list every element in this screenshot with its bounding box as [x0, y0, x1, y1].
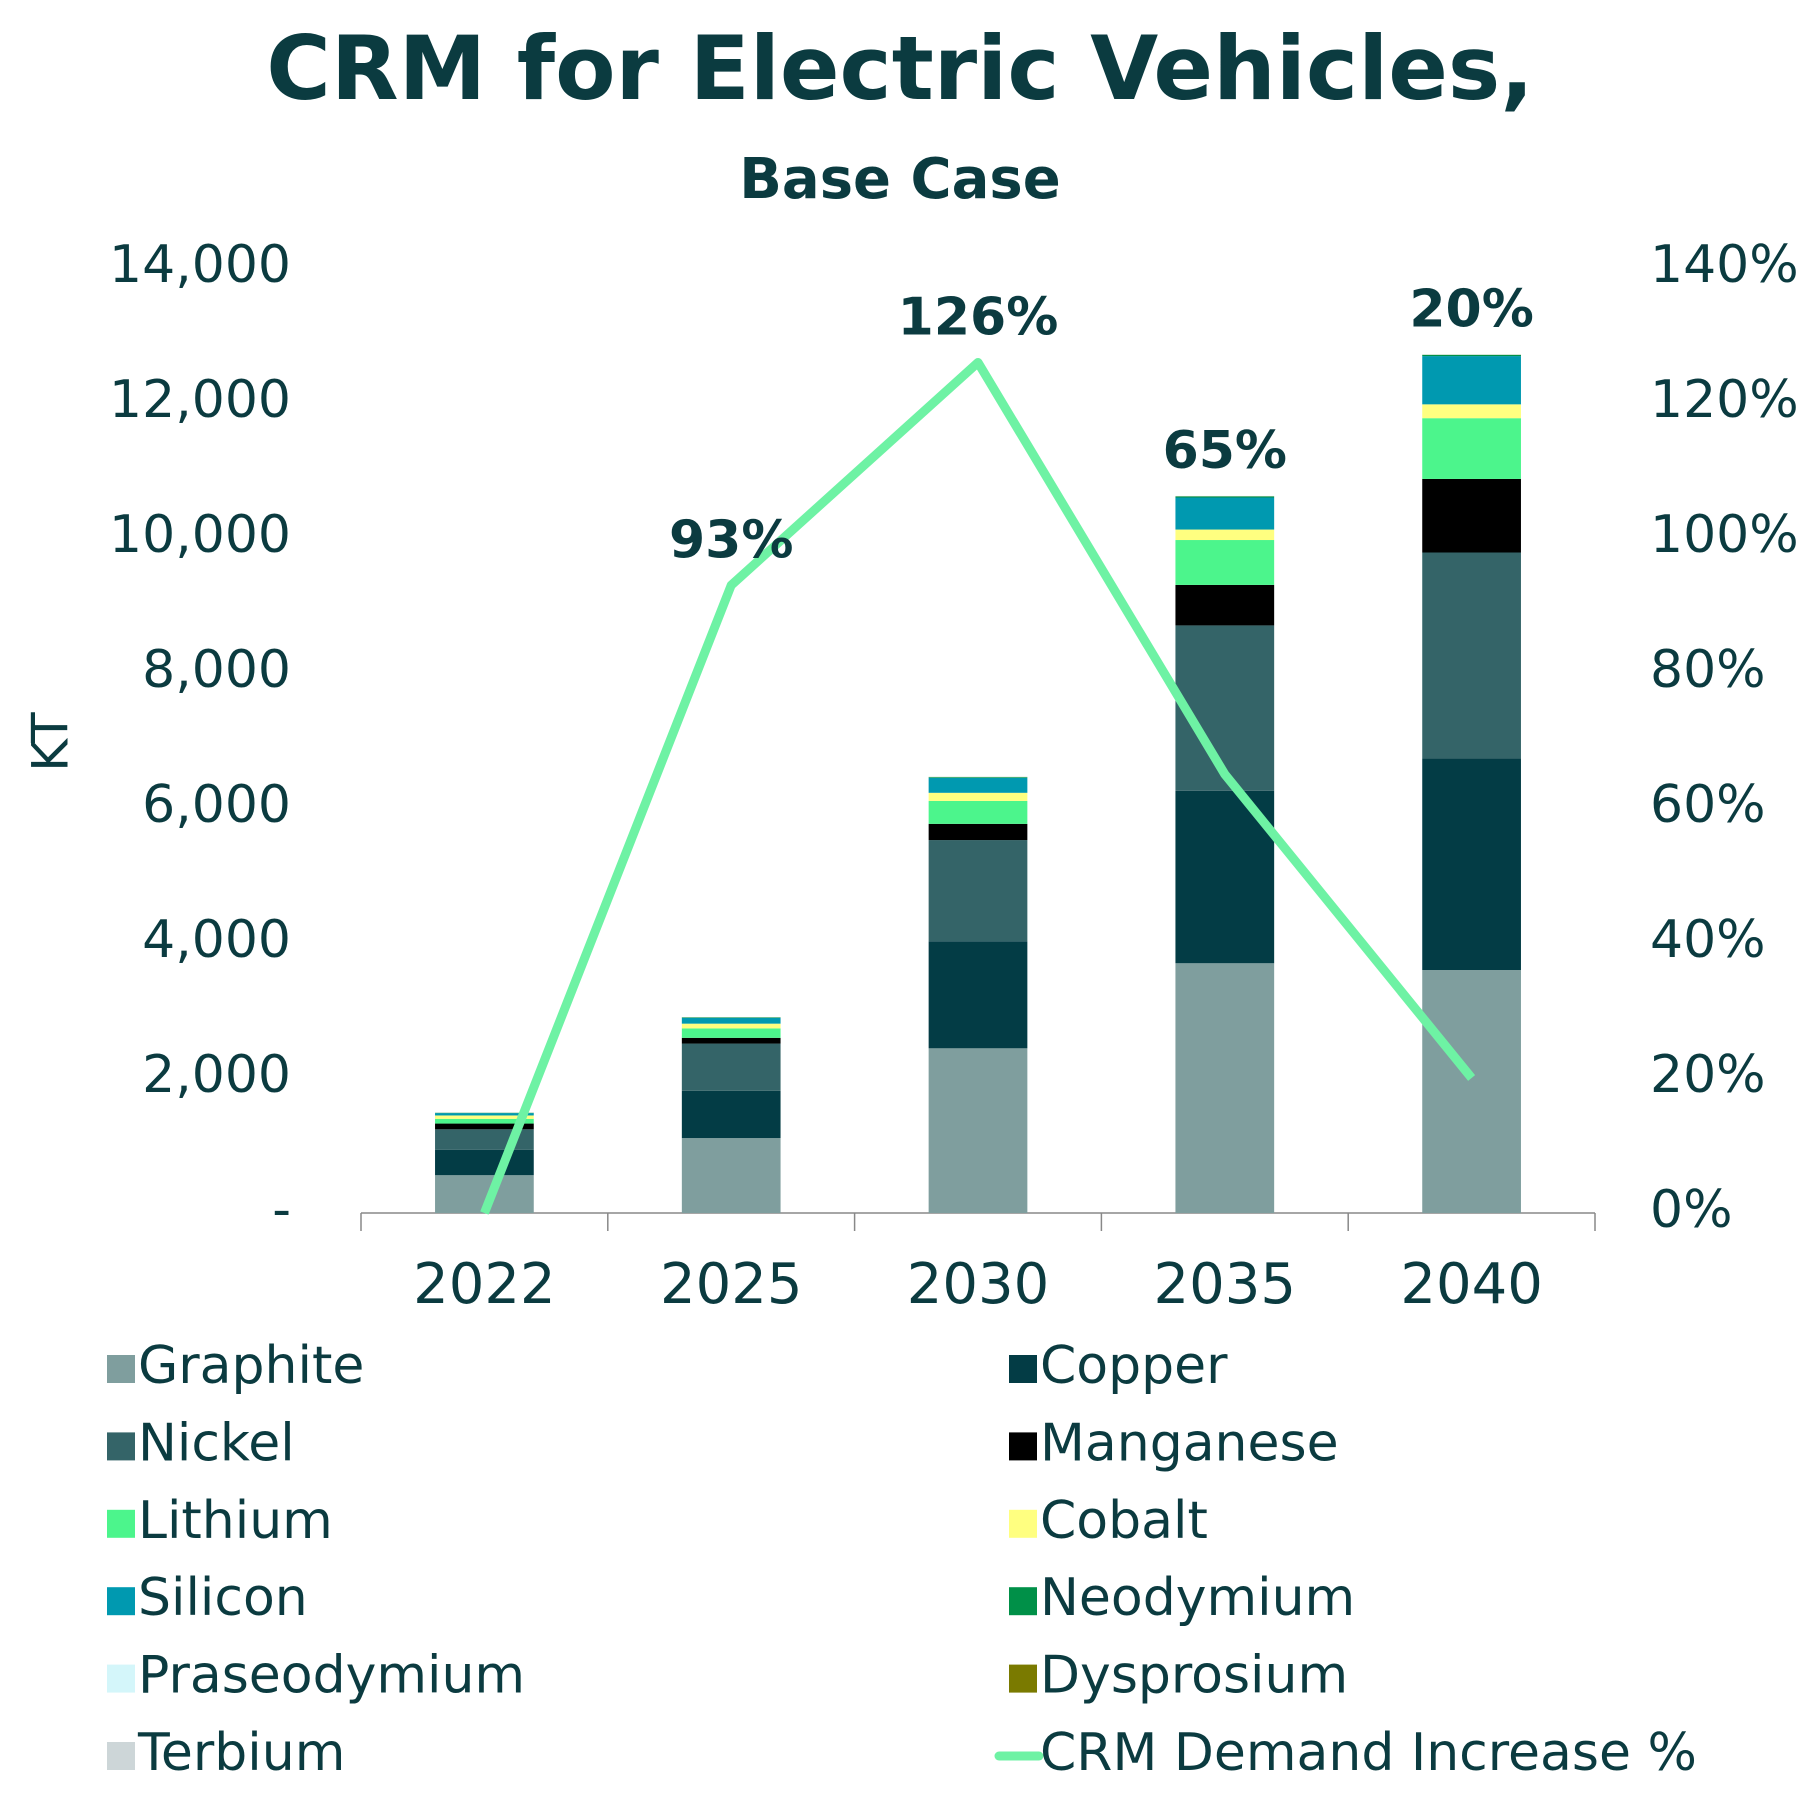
bar-segment	[1422, 970, 1521, 1213]
y-tick-label: 14,000	[109, 235, 291, 295]
bar-segment	[435, 1123, 534, 1130]
legend-swatch	[107, 1509, 135, 1538]
y-tick-label: 10,000	[109, 505, 291, 565]
bar-segment	[681, 1028, 781, 1038]
bar-segment	[681, 1138, 781, 1213]
bar-segment	[1175, 540, 1275, 585]
bar-segment	[928, 1048, 1028, 1213]
legend-swatch	[1009, 1509, 1037, 1538]
y2-tick-label: 20%	[1650, 1045, 1766, 1105]
data-label: 93%	[669, 510, 793, 570]
legend-label: Copper	[1040, 1336, 1228, 1396]
y2-tick-label: 120%	[1650, 370, 1799, 430]
bar-segment	[1175, 963, 1275, 1213]
y-tick-label: 4,000	[142, 910, 291, 970]
bar-segment	[435, 1113, 534, 1116]
bar-segment	[1422, 418, 1521, 479]
bar-segment	[1422, 552, 1521, 759]
bar-segment	[928, 800, 1028, 824]
x-tick-label: 2035	[1154, 1252, 1297, 1317]
legend-swatch	[107, 1355, 135, 1383]
legend-label: Manganese	[1040, 1413, 1339, 1473]
legend-swatch	[1009, 1587, 1037, 1616]
bar-segment	[1175, 584, 1275, 626]
y-tick-label: 2,000	[142, 1045, 291, 1105]
bar-segment	[1422, 356, 1521, 405]
bar-segment	[1175, 497, 1275, 530]
bar-segment	[928, 777, 1028, 793]
bar-segment	[435, 1118, 534, 1124]
legend-label: Lithium	[138, 1491, 333, 1551]
legend-label: Cobalt	[1040, 1491, 1208, 1551]
y-tick-label: -	[272, 1180, 291, 1240]
bar-segment	[681, 1017, 781, 1018]
legend-swatch	[1009, 1664, 1037, 1693]
bar-segment	[928, 840, 1028, 942]
y2-tick-label: 100%	[1650, 505, 1799, 565]
bar-segment	[1422, 354, 1521, 357]
bar-segment	[681, 1037, 781, 1044]
y2-tick-label: 80%	[1650, 640, 1766, 700]
x-tick-label: 2030	[907, 1252, 1050, 1317]
legend-swatch	[107, 1432, 135, 1461]
bar-segment	[1175, 625, 1275, 791]
legend-label: Graphite	[138, 1336, 364, 1396]
bar-segment	[435, 1115, 534, 1119]
x-tick-label: 2022	[413, 1252, 556, 1317]
bar-segment	[928, 777, 1028, 778]
legend-label: Neodymium	[1040, 1568, 1355, 1628]
y-axis-label: KT	[22, 712, 80, 772]
bar-segment	[928, 792, 1028, 801]
line-series	[480, 358, 1476, 1215]
legend-label: Terbium	[137, 1723, 345, 1783]
legend-swatch	[1009, 1432, 1037, 1461]
data-label: 126%	[898, 288, 1059, 348]
legend-label: Nickel	[138, 1413, 295, 1473]
y2-tick-label: 0%	[1650, 1180, 1733, 1240]
bar-segment	[1175, 529, 1275, 541]
y2-tick-label: 60%	[1650, 775, 1766, 835]
legend-swatch	[107, 1664, 135, 1693]
bar-segment	[681, 1017, 781, 1024]
legend-label: Silicon	[138, 1568, 308, 1628]
legend-label: Dysprosium	[1040, 1646, 1348, 1706]
legend-label: Praseodymium	[138, 1646, 525, 1706]
legend-label: CRM Demand Increase %	[1040, 1723, 1697, 1783]
y-tick-label: 12,000	[109, 370, 291, 430]
bar-segment	[928, 823, 1028, 841]
bar-segment	[1175, 496, 1275, 498]
legend-swatch	[107, 1587, 135, 1616]
bar-segment	[928, 941, 1028, 1049]
bar-segment	[681, 1090, 781, 1139]
bar-segment	[1422, 404, 1521, 419]
y2-tick-label: 140%	[1650, 235, 1799, 295]
chart-subtitle: Base Case	[739, 147, 1060, 212]
y-tick-label: 8,000	[142, 640, 291, 700]
legend-swatch	[107, 1742, 135, 1770]
chart-title: CRM for Electric Vehicles,	[266, 17, 1534, 120]
x-tick-label: 2040	[1400, 1252, 1543, 1317]
legend-swatch	[1009, 1355, 1037, 1383]
x-tick-label: 2025	[660, 1252, 803, 1317]
data-label: 20%	[1409, 279, 1533, 339]
bar-segment	[681, 1043, 781, 1091]
y2-tick-label: 40%	[1650, 910, 1766, 970]
data-label: 65%	[1163, 421, 1287, 481]
bar-segment	[1422, 758, 1521, 970]
y-tick-label: 6,000	[142, 775, 291, 835]
bar-segment	[1422, 478, 1521, 553]
bar-segment	[435, 1149, 534, 1176]
bar-segment	[681, 1023, 781, 1029]
